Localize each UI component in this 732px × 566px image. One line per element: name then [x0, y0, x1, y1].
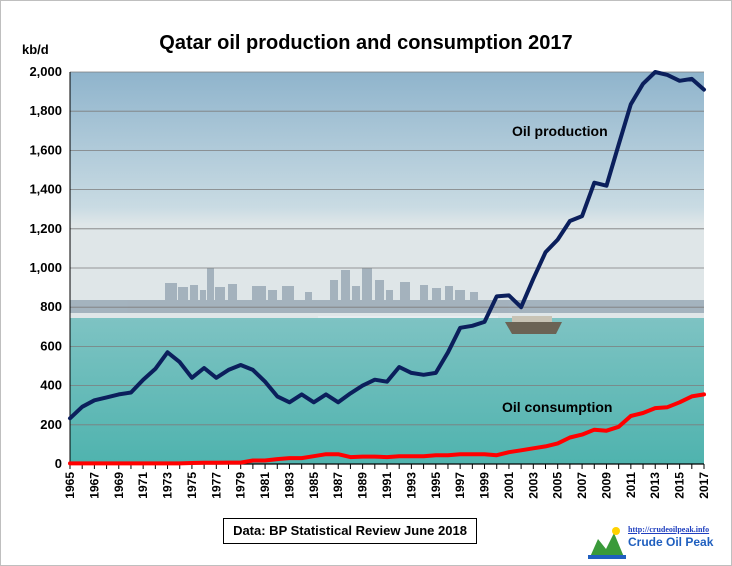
dhow-boat — [505, 316, 562, 334]
y-tick-label: 1,000 — [29, 260, 62, 275]
y-tick-label: 800 — [40, 299, 62, 314]
x-tick-label: 1983 — [282, 472, 296, 499]
x-tick-label: 1965 — [63, 472, 77, 499]
x-tick-label: 2015 — [673, 472, 687, 499]
plot-background — [70, 72, 704, 464]
y-tick-label: 1,600 — [29, 142, 62, 157]
logo-url-link[interactable]: http://crudeoilpeak.info — [628, 525, 710, 534]
x-tick-label: 1995 — [429, 472, 443, 499]
chart-title: Qatar oil production and consumption 201… — [159, 32, 573, 54]
skyline-silhouette — [70, 268, 704, 313]
x-tick-label: 1993 — [404, 472, 418, 499]
y-tick-label: 200 — [40, 417, 62, 432]
x-tick-label: 2007 — [575, 472, 589, 499]
x-tick-label: 1973 — [161, 472, 175, 499]
y-tick-label: 2,000 — [29, 64, 62, 79]
x-tick-label: 1981 — [258, 472, 272, 499]
x-tick-label: 1991 — [380, 472, 394, 499]
y-tick-label: 400 — [40, 378, 62, 393]
x-tick-label: 1987 — [331, 472, 345, 499]
y-tick-label: 1,200 — [29, 221, 62, 236]
x-tick-label: 2009 — [599, 472, 613, 499]
x-tick-label: 2011 — [624, 472, 638, 498]
x-tick-label: 2017 — [697, 472, 711, 499]
oil-pump-icon — [588, 527, 626, 559]
x-tick-label: 2013 — [648, 472, 662, 499]
x-axis: 1965 1967 1969 1971 1973 1975 1977 1979 1981 1983… — [63, 463, 711, 499]
x-tick-label: 1977 — [209, 472, 223, 499]
x-tick-label: 1971 — [136, 472, 150, 499]
logo-name: Crude Oil Peak — [628, 535, 714, 549]
x-tick-label: 1985 — [307, 472, 321, 499]
label-oil-production: Oil production — [512, 123, 608, 139]
gridlines — [70, 71, 704, 426]
x-tick-label: 1969 — [112, 472, 126, 499]
y-tick-label: 0 — [55, 456, 62, 471]
series-labels: Oil production Oil consumption — [502, 123, 612, 415]
x-tick-label: 1967 — [87, 472, 101, 499]
y-axis-unit-label: kb/d — [22, 42, 49, 57]
y-tick-label: 1,800 — [29, 103, 62, 118]
y-axis: 0 200 400 600 800 1,000 1,200 1,400 1,600 1,800 2,… — [29, 64, 71, 471]
x-tick-label: 2001 — [502, 472, 516, 499]
series-lines — [68, 70, 706, 466]
y-tick-label: 1,400 — [29, 182, 62, 197]
series-line-oil-consumption — [68, 392, 706, 466]
x-tick-label: 2003 — [526, 472, 540, 499]
series-line-oil-production — [68, 70, 706, 421]
y-tick-label: 600 — [40, 338, 62, 353]
crude-oil-peak-logo[interactable]: http://crudeoilpeak.info Crude Oil Peak — [588, 525, 723, 559]
label-oil-consumption: Oil consumption — [502, 399, 612, 415]
x-tick-label: 1989 — [356, 472, 370, 499]
x-tick-label: 1999 — [478, 472, 492, 499]
x-tick-label: 1975 — [185, 472, 199, 499]
x-tick-label: 2005 — [551, 472, 565, 499]
source-note: Data: BP Statistical Review June 2018 — [223, 518, 477, 544]
x-tick-label: 1979 — [234, 472, 248, 499]
x-tick-label: 1997 — [453, 472, 467, 499]
